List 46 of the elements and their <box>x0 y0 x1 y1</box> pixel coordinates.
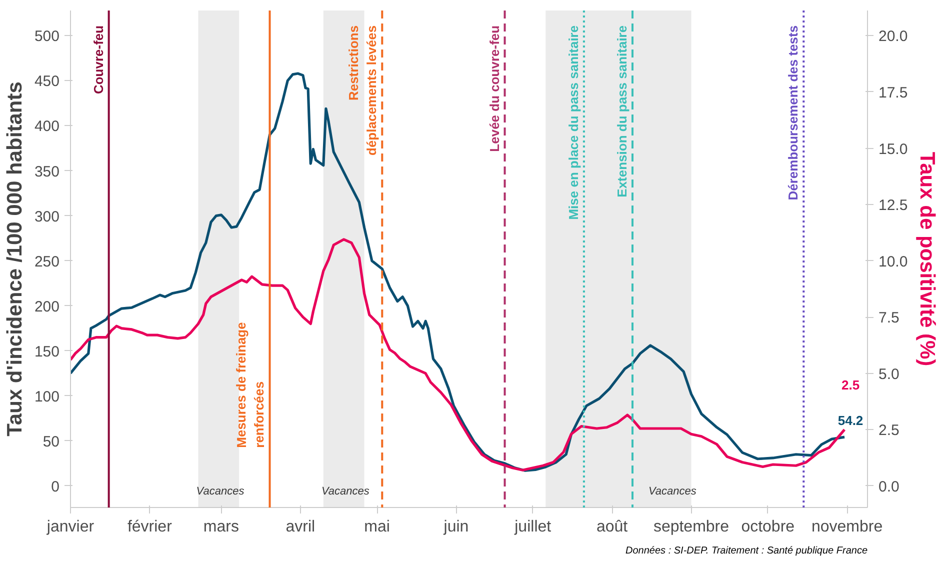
x-tick-label: mai <box>364 518 390 536</box>
x-tick-label: septembre <box>653 518 730 536</box>
y-tick-label: 0 <box>51 478 60 496</box>
y2-axis-title: Taux de positivité (%) <box>916 152 939 366</box>
y2-tick-label: 20.0 <box>878 28 908 46</box>
x-tick-label: octobre <box>741 518 795 536</box>
y2-tick-label: 0.0 <box>878 478 900 496</box>
ref-line-label: Déremboursement des tests <box>786 25 801 200</box>
x-tick-label: février <box>127 518 173 536</box>
y-tick-label: 450 <box>34 73 60 90</box>
y-tick-label: 200 <box>34 298 60 316</box>
band-label: Vacances <box>648 486 697 498</box>
x-tick-label: janvier <box>46 518 95 536</box>
y2-tick-label: 15.0 <box>878 140 908 158</box>
data-label: 2.5 <box>841 378 860 393</box>
y2-tick-label: 10.0 <box>878 253 908 270</box>
text: Données : SI-DEP. Traitement : Santé publique France <box>626 546 868 556</box>
y2-tick-label: 17.5 <box>878 84 908 102</box>
y-tick-label: 100 <box>34 388 60 406</box>
y2-tick-label: 12.5 <box>878 197 908 214</box>
y2-tick-label: 2.5 <box>878 422 900 440</box>
ref-line-label: Couvre-feu <box>90 25 106 94</box>
ref-line-label: Mesures de freinage renforcées <box>234 322 267 448</box>
y2-tick-label: 5.0 <box>878 366 900 383</box>
ref-line-label: Restrictions déplacements levées <box>346 25 380 156</box>
data-label: 54.2 <box>838 413 864 428</box>
x-tick-label: juin <box>442 518 469 536</box>
y-tick-label: 150 <box>34 343 60 360</box>
band-label: Vacances <box>196 486 245 498</box>
y-axis-title: Taux d'incidence /100 000 habitants <box>3 82 26 436</box>
band-label: Vacances <box>321 486 370 498</box>
x-tick-label: juillet <box>514 518 552 536</box>
x-tick-label: avril <box>286 518 316 536</box>
x-tick-label: novembre <box>811 518 883 536</box>
y2-tick-label: 7.5 <box>878 310 900 327</box>
y-tick-label: 50 <box>42 433 60 450</box>
y-tick-label: 250 <box>34 253 60 270</box>
y-tick-label: 300 <box>34 208 60 226</box>
x-tick-label: août <box>596 518 628 536</box>
ref-line-label: Extension du pass sanitaire <box>614 25 630 198</box>
x-tick-label: mars <box>203 518 239 536</box>
ref-line-label: Levée du couvre-feu <box>486 25 502 152</box>
ref-line-label: Mise en place du pass sanitaire <box>566 25 581 220</box>
y-tick-label: 500 <box>34 28 60 46</box>
y-tick-label: 350 <box>34 163 60 180</box>
y-tick-label: 400 <box>34 118 60 136</box>
